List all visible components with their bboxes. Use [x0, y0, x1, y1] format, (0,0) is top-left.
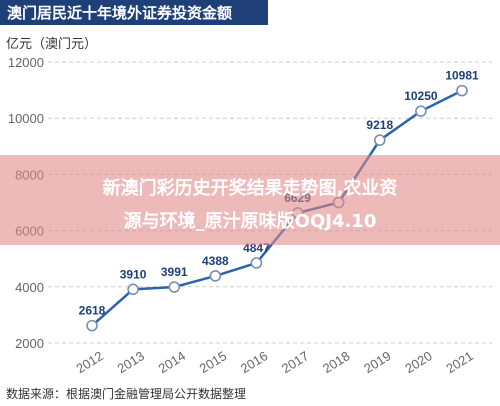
data-point-2019 [373, 134, 386, 146]
data-label-2019: 9218 [366, 118, 393, 132]
x-tick-2018: 2018 [320, 348, 352, 376]
x-tick-2020: 2020 [402, 348, 434, 376]
x-tick-labels: 2012 2013 2014 2015 2016 2017 2018 2019 2020 2021 [73, 348, 475, 376]
y-tick-10000: 10000 [8, 111, 44, 126]
y-axis-unit-label: 亿元（澳门元） [6, 36, 97, 52]
x-tick-2021: 2021 [443, 348, 475, 376]
data-point-2015 [209, 270, 222, 282]
data-label-2015: 4388 [202, 254, 229, 268]
y-tick-2000: 2000 [15, 336, 44, 351]
overlay-text-line2: 源与环境_原汁原味版OQJ4.10 [124, 210, 377, 232]
data-label-2014: 3991 [161, 265, 188, 279]
x-tick-2017: 2017 [279, 348, 311, 376]
data-label-2013: 3910 [120, 267, 147, 281]
data-labels: 26183910399143884847662992181025010981 [79, 69, 479, 318]
y-tick-12000: 12000 [8, 55, 44, 70]
data-source-note: 数据来源：根据澳门金融管理局公开数据整理 [6, 386, 246, 401]
x-tick-2014: 2014 [156, 348, 188, 376]
title-background [0, 0, 268, 25]
data-point-2020 [415, 105, 427, 117]
data-label-2012: 2618 [79, 304, 106, 318]
data-points [86, 84, 468, 332]
data-label-2021: 10981 [445, 69, 479, 83]
data-point-2013 [127, 283, 139, 296]
data-point-2016 [250, 257, 263, 269]
x-tick-2013: 2013 [114, 348, 146, 376]
data-point-2014 [168, 281, 181, 293]
y-tick-4000: 4000 [15, 280, 44, 295]
overlay-text-line1: 新澳门彩历史开奖结果走势图,农业资 [103, 177, 398, 199]
data-point-2012 [86, 319, 98, 332]
data-label-2020: 10250 [404, 89, 438, 103]
data-point-2021 [456, 84, 468, 97]
x-tick-2016: 2016 [238, 348, 270, 376]
x-tick-2019: 2019 [361, 348, 393, 376]
x-tick-2015: 2015 [197, 348, 229, 376]
x-tick-2012: 2012 [73, 348, 105, 376]
chart-title: 澳门居民近十年境外证券投资金额 [7, 4, 232, 22]
overlay-banner [0, 155, 500, 245]
